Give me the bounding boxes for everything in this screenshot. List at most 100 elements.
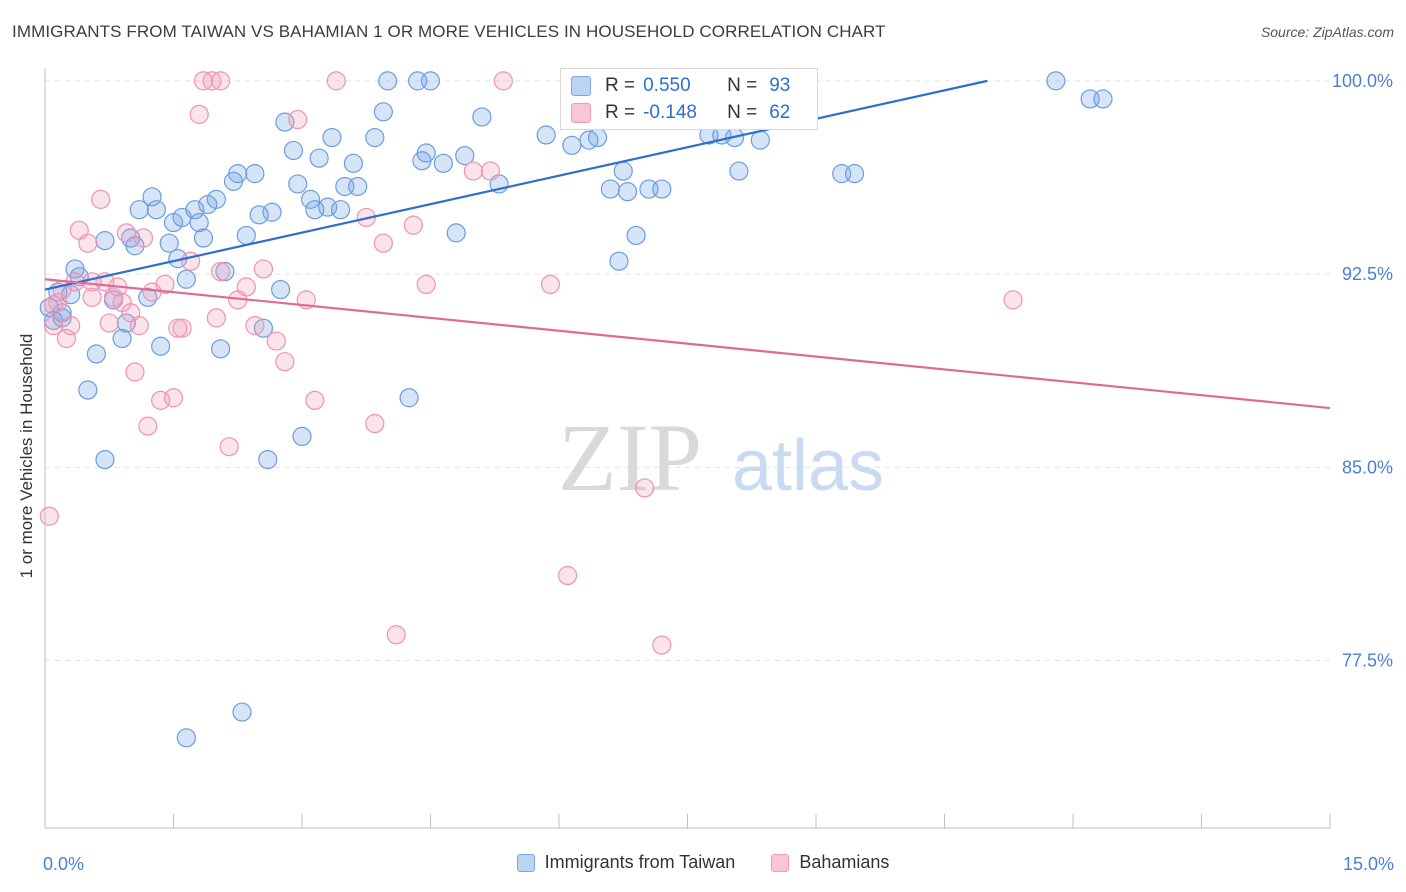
taiwan-point [288,174,308,194]
bahamian-point [373,233,393,253]
legend-item-taiwan: Immigrants from Taiwan [516,852,735,873]
bahamian-point [275,352,295,372]
taiwan-point [270,279,291,300]
bahamian-point [540,274,561,295]
bahamian-point [129,316,149,336]
taiwan-point [562,135,582,155]
bahamian-point [168,318,188,338]
taiwan-point [617,182,638,202]
taiwan-point [373,102,393,122]
bahamian-point [82,272,102,292]
taiwan-point [151,336,171,356]
taiwan-point [142,187,162,207]
taiwan-r-value: 0.550 [643,75,691,96]
stats-row-taiwan: R = 0.550 N = 93 [571,73,790,99]
taiwan-point [626,225,646,246]
bahamian-point [211,71,231,91]
data-points [39,71,1113,748]
bahamian-point [43,295,64,315]
taiwan-point [300,189,321,209]
trend-lines [44,79,1331,410]
watermark-zip: ZIP [558,404,702,511]
bahamian-point [99,313,119,333]
taiwan-point [309,148,329,168]
r-label: R = [605,102,636,123]
taiwan-point [1093,89,1113,109]
taiwan-point [185,200,205,220]
bahamian-point [652,635,672,655]
n-label: N = [727,102,758,123]
bahamian-point [219,437,239,457]
taiwan-point [258,449,278,470]
legend-item-bahamian: Bahamians [771,852,889,873]
bahamian-point [480,161,501,181]
taiwan-point [446,223,466,243]
x-tick-label-max: 15.0% [1343,854,1394,874]
taiwan-point [330,200,351,220]
y-tick-label: 92.5% [1342,264,1393,284]
taiwan-n-value: 93 [769,75,791,96]
y-axis-label: 1 or more Vehicles in Household [17,334,36,579]
source-note: Source: ZipAtlas.com [1260,24,1394,40]
bahamian-point [288,109,308,130]
bahamian-point [163,388,184,408]
bahamian-r-value: -0.148 [643,102,697,123]
bahamian-point [416,274,436,295]
stats-row-bahamian: R = -0.148 N = 62 [571,100,790,126]
bahamian-point [82,287,102,307]
taiwan-point [146,200,166,220]
y-tick-label: 77.5% [1342,651,1393,671]
taiwan-point [844,164,865,184]
taiwan-point [600,179,621,199]
y-tick-labels: 77.5% 85.0% 92.5% 100.0% [1332,71,1393,671]
taiwan-point [262,202,282,222]
taiwan-point [86,344,107,364]
taiwan-point [112,328,132,349]
y-tick-label: 100.0% [1332,71,1393,91]
chart-legend: Immigrants from Taiwan Bahamians [0,852,1406,873]
taiwan-point [472,107,492,127]
taiwan-point [176,269,196,289]
bahamian-point [253,259,274,279]
bahamian-point [39,506,59,526]
taiwan-point [536,125,556,145]
taiwan-point [609,251,629,271]
bahamian-point [91,189,111,209]
bahamian-n-value: 62 [769,102,791,123]
bahamian-point [635,478,655,498]
taiwan-point [433,153,453,173]
taiwan-point [378,71,398,91]
taiwan-point [95,231,115,251]
taiwan-point [95,449,115,470]
bahamian-point [266,331,286,351]
x-tick-label-min: 0.0% [43,854,84,874]
bahamian-point [172,318,192,338]
taiwan-point [283,140,304,161]
bahamian-point [1003,290,1023,310]
bahamian-point [78,233,98,253]
bahamian-point [245,316,265,336]
taiwan-point [399,388,419,408]
taiwan-point [420,71,441,91]
stats-legend-box: R = 0.550 N = 93 R = -0.148 N = 62 [560,68,818,130]
n-label: N = [727,75,758,96]
taiwan-point [245,164,265,184]
bahamian-point [326,71,346,91]
taiwan-point [206,189,226,209]
legend-swatch-bahamian [771,853,790,872]
bahamian-point [211,261,231,282]
taiwan-point [189,212,209,233]
bahamian-point [493,71,513,91]
taiwan-point [322,127,342,148]
taiwan-point [211,339,231,359]
taiwan-point [129,200,149,220]
taiwan-point [343,153,363,173]
taiwan-point [365,127,385,148]
bahamian-point [116,223,136,243]
bahamian-point [125,362,145,382]
bahamian-swatch [571,103,591,123]
r-label: R = [605,75,636,96]
bahamian-point [557,565,578,586]
bahamian-point [155,274,175,295]
